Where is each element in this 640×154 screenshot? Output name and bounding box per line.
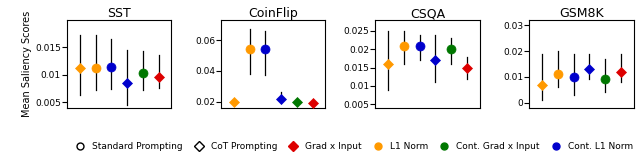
Title: CoinFlip: CoinFlip [248, 7, 298, 20]
Title: GSM8K: GSM8K [559, 7, 604, 20]
Title: SST: SST [108, 7, 131, 20]
Legend: Standard Prompting, CoT Prompting, Grad x Input, L1 Norm, Cont. Grad x Input, Co: Standard Prompting, CoT Prompting, Grad … [70, 140, 634, 153]
Title: CSQA: CSQA [410, 7, 445, 20]
Y-axis label: Mean Saliency Scores: Mean Saliency Scores [22, 11, 32, 117]
